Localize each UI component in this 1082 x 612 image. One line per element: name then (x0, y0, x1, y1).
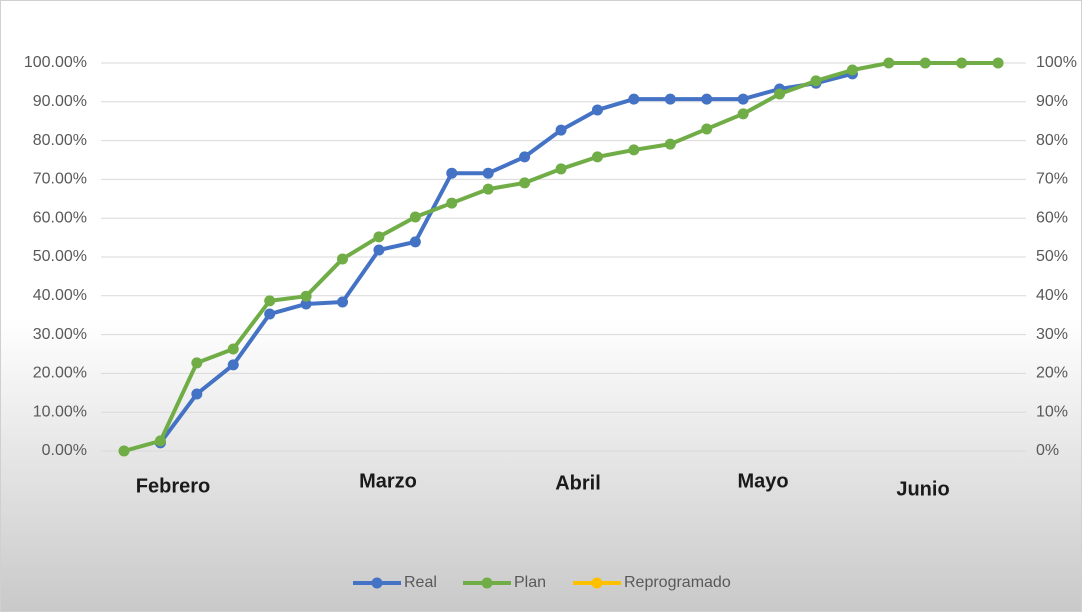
series-line (158, 71, 853, 445)
y2-tick-label: 70% (1036, 171, 1068, 188)
legend-label: Plan (514, 574, 546, 591)
series-marker (264, 308, 276, 320)
series-marker (591, 104, 603, 116)
month-label: Febrero (136, 475, 210, 497)
series-marker (519, 151, 531, 163)
series-marker (956, 57, 968, 69)
y2-tick-label: 30% (1036, 326, 1068, 343)
y-tick-label: 20.00% (33, 365, 87, 382)
series-marker (701, 123, 713, 135)
series-marker (992, 57, 1004, 69)
y-tick-label: 0.00% (42, 442, 87, 459)
series-marker (446, 197, 458, 209)
series-marker (227, 359, 239, 371)
series-marker (227, 343, 239, 355)
legend-label: Real (404, 574, 437, 591)
series-marker (373, 244, 385, 256)
series-marker (300, 290, 312, 302)
series-marker (591, 151, 603, 163)
y-tick-label: 50.00% (33, 248, 87, 265)
y2-tick-label: 10% (1036, 403, 1068, 420)
y-tick-label: 40.00% (33, 287, 87, 304)
y-tick-label: 10.00% (33, 403, 87, 420)
series-marker (446, 167, 458, 179)
y-tick-label: 70.00% (33, 171, 87, 188)
series-marker (628, 93, 640, 105)
legend-marker (481, 577, 493, 589)
series-marker (664, 138, 676, 150)
series-marker (191, 388, 203, 400)
series-marker (701, 93, 713, 105)
series-marker (373, 231, 385, 243)
month-label: Abril (555, 472, 601, 494)
y-tick-label: 90.00% (33, 93, 87, 110)
y2-tick-label: 50% (1036, 248, 1068, 265)
series-marker (118, 445, 130, 457)
series-marker (264, 295, 276, 307)
y2-tick-label: 100% (1036, 54, 1077, 71)
series-marker (919, 57, 931, 69)
series-marker (337, 296, 349, 308)
series-marker (737, 93, 749, 105)
series-marker (810, 75, 822, 87)
legend-marker (371, 577, 383, 589)
month-label: Marzo (359, 470, 417, 492)
series-marker (300, 298, 312, 310)
series-marker (409, 211, 421, 223)
legend-marker (591, 577, 603, 589)
y-tick-label: 30.00% (33, 326, 87, 343)
y-tick-label: 80.00% (33, 132, 87, 149)
series-marker (846, 64, 858, 76)
series-marker (409, 236, 421, 248)
series-marker (191, 357, 203, 369)
series-marker (519, 177, 531, 189)
series-marker (737, 108, 749, 120)
series-marker (482, 167, 494, 179)
series-marker (482, 183, 494, 195)
y2-tick-label: 60% (1036, 209, 1068, 226)
y-tick-label: 100.00% (24, 54, 87, 71)
series-marker (774, 88, 786, 100)
y2-tick-label: 40% (1036, 287, 1068, 304)
legend-label: Reprogramado (624, 574, 731, 591)
y-tick-label: 60.00% (33, 209, 87, 226)
series-marker (154, 435, 166, 447)
y2-tick-label: 20% (1036, 365, 1068, 382)
series-marker (628, 144, 640, 156)
series-marker (883, 57, 895, 69)
month-label: Mayo (737, 470, 788, 492)
month-label: Junio (896, 478, 949, 500)
series-marker (555, 163, 567, 175)
y2-tick-label: 0% (1036, 442, 1059, 459)
y2-tick-label: 90% (1036, 93, 1068, 110)
series-marker (555, 124, 567, 136)
series-marker (337, 253, 349, 265)
series-marker (664, 93, 676, 105)
y2-tick-label: 80% (1036, 132, 1068, 149)
